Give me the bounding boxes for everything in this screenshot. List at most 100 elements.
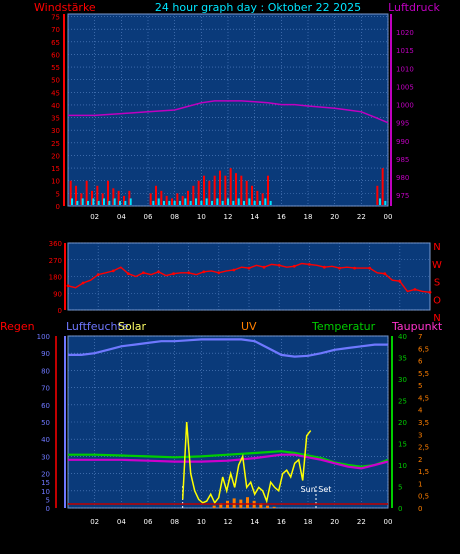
data-point: [292, 264, 296, 268]
x-tick-label: 02: [90, 213, 99, 221]
data-point: [96, 273, 100, 276]
y-tick-label: 75: [51, 14, 60, 22]
direction-label: O: [433, 295, 441, 306]
y-tick-label: 360: [49, 240, 62, 248]
y-tick-label: 2: [418, 456, 422, 464]
regen-label: Regen: [0, 320, 35, 333]
data-point: [247, 266, 251, 270]
y-tick-label: 55: [51, 64, 60, 72]
y-tick-label: 35: [51, 115, 60, 123]
y-tick-label: 7: [418, 333, 422, 341]
x-tick-label: 18: [304, 213, 313, 221]
y-tick-label: 180: [49, 274, 62, 282]
direction-label: W: [432, 260, 442, 271]
y-tick-label: 90: [53, 290, 62, 298]
y-tick-label: 45: [51, 89, 60, 97]
data-point: [66, 284, 70, 288]
data-point: [307, 263, 311, 266]
y-tick-label: 5,5: [418, 370, 429, 378]
y-tick-label: 980: [396, 174, 409, 182]
y-tick-label: 995: [396, 120, 409, 128]
y-tick-label: 1015: [396, 47, 414, 55]
y-tick-label: 65: [51, 39, 60, 47]
x-tick-label: 08: [170, 518, 179, 526]
y-tick-label: 0: [398, 505, 402, 513]
y-tick-label: 6: [418, 358, 423, 366]
x-tick-label: 00: [384, 518, 393, 526]
x-tick-label: 06: [144, 518, 153, 526]
x-tick-label: 22: [357, 213, 366, 221]
y-tick-label: 270: [49, 257, 62, 265]
series-line: [68, 338, 388, 358]
y-tick-label: 5: [56, 190, 60, 198]
data-point: [428, 290, 432, 294]
bar: [219, 503, 223, 508]
bar: [246, 497, 249, 508]
x-tick-label: 18: [304, 518, 313, 526]
y-tick-label: 975: [396, 192, 409, 200]
y-tick-label: 25: [398, 398, 407, 406]
bar: [212, 505, 216, 508]
sunset-label: Sun Set: [301, 485, 332, 494]
data-point: [111, 269, 115, 273]
wind-pressure-chart: 0510152025303540455055606570759759809859…: [51, 13, 414, 221]
y-tick-label: 30: [398, 376, 407, 384]
y-tick-label: 25: [51, 140, 60, 148]
x-tick-label: 16: [277, 518, 286, 526]
data-point: [368, 266, 372, 270]
y-tick-label: 0: [46, 505, 50, 513]
bar: [232, 498, 236, 508]
y-tick-label: 2,5: [418, 444, 429, 452]
y-tick-label: 990: [396, 138, 409, 146]
y-tick-label: 10: [398, 462, 407, 470]
taupunkt-label: Taupunkt: [391, 320, 443, 333]
y-tick-label: 10: [41, 488, 50, 496]
x-tick-label: 14: [250, 518, 259, 526]
luftfeuchte-label: Luftfeuchte: [66, 320, 129, 333]
y-tick-label: 80: [41, 367, 50, 375]
y-tick-label: 3,5: [418, 419, 429, 427]
x-tick-label: 20: [330, 213, 339, 221]
bar: [259, 503, 263, 508]
data-point: [202, 270, 206, 274]
y-tick-label: 15: [51, 165, 60, 173]
y-tick-label: 90: [41, 350, 50, 358]
data-point: [413, 288, 417, 291]
y-tick-label: 20: [51, 152, 60, 160]
y-tick-label: 50: [41, 419, 50, 427]
x-tick-label: 22: [357, 518, 366, 526]
x-tick-label: 16: [277, 213, 286, 221]
y-tick-label: 0: [56, 203, 60, 211]
solar-label: Solar: [118, 320, 147, 333]
x-tick-label: 14: [250, 213, 259, 221]
data-point: [323, 265, 326, 269]
data-point: [217, 271, 221, 275]
y-tick-label: 5: [46, 496, 50, 504]
y-tick-label: 0: [418, 505, 422, 513]
y-tick-label: 3: [418, 431, 422, 439]
y-tick-label: 5: [398, 484, 402, 492]
data-point: [81, 281, 85, 285]
y-tick-label: 15: [41, 479, 50, 487]
y-tick-label: 20: [398, 419, 407, 427]
data-point: [277, 263, 281, 267]
temperatur-label: Temperatur: [311, 320, 376, 333]
y-tick-label: 6,5: [418, 345, 429, 353]
direction-label: S: [434, 278, 440, 289]
y-tick-label: 30: [41, 453, 50, 461]
y-tick-label: 15: [398, 441, 407, 449]
data-point: [232, 268, 236, 272]
x-tick-label: 20: [330, 518, 339, 526]
y-tick-label: 70: [41, 385, 50, 393]
y-tick-label: 10: [51, 178, 60, 186]
y-tick-label: 40: [51, 102, 60, 110]
x-tick-label: 06: [144, 213, 153, 221]
data-point: [187, 271, 191, 275]
y-tick-label: 4: [418, 407, 423, 415]
bar: [266, 505, 269, 508]
y-tick-label: 30: [51, 127, 60, 135]
data-point: [398, 279, 402, 283]
y-tick-label: 60: [51, 51, 60, 59]
x-tick-label: 10: [197, 213, 206, 221]
